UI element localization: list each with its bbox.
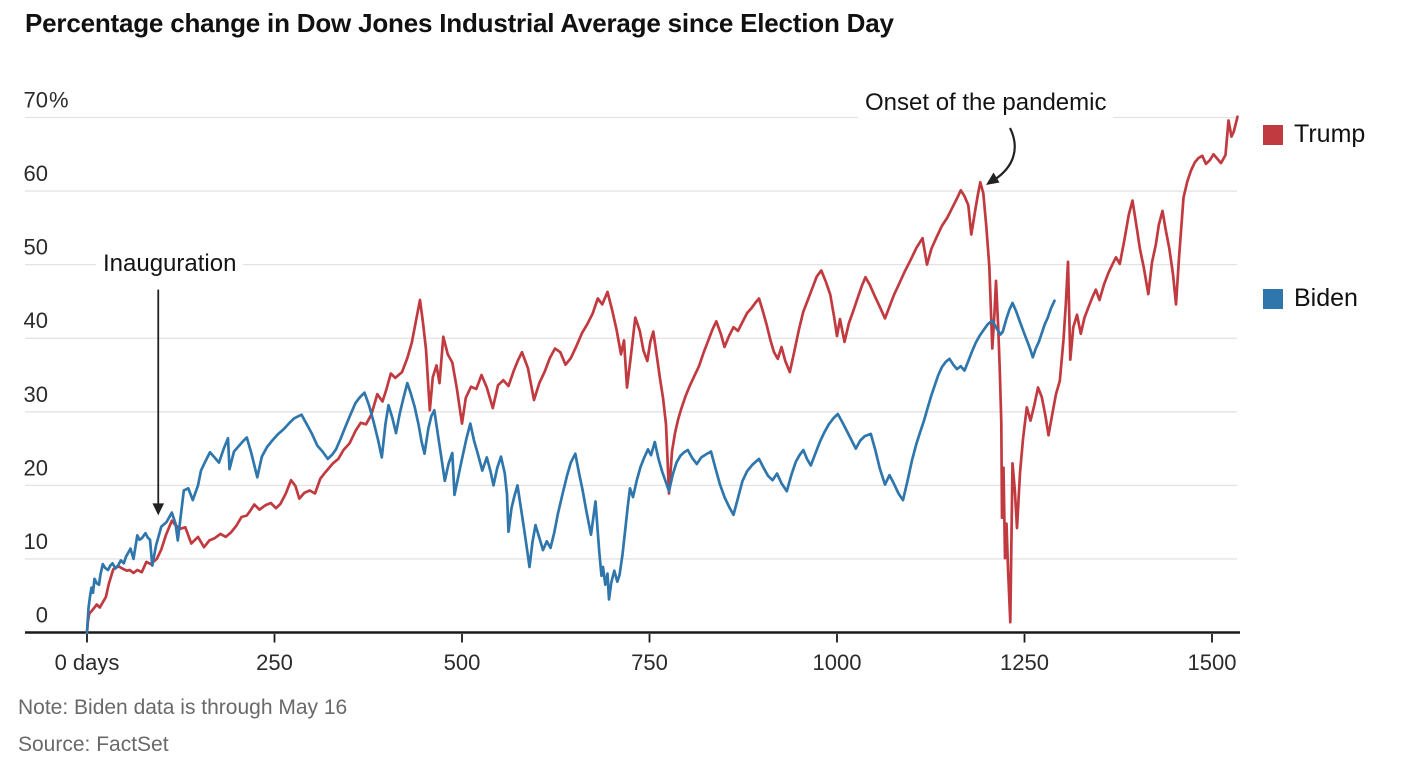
y-tick-label: 60 xyxy=(24,161,48,186)
trump-legend-swatch-icon xyxy=(1263,124,1283,145)
x-tick-label: 1500 xyxy=(1188,650,1237,675)
legend-item-trump: Trump xyxy=(1263,120,1365,149)
biden-legend-label: Biden xyxy=(1294,284,1358,312)
y-tick-label: 70 xyxy=(24,88,48,113)
chart-source: Source: FactSet xyxy=(18,733,169,756)
series-line-trump xyxy=(85,115,1239,634)
chart-title: Percentage change in Dow Jones Industria… xyxy=(25,8,894,38)
y-tick-label: 20 xyxy=(24,455,48,480)
y-tick-label: 40 xyxy=(24,308,48,333)
pandemic-arrowhead-icon xyxy=(986,172,1000,185)
x-tick-label: 750 xyxy=(631,650,668,675)
biden-legend-swatch-icon xyxy=(1263,288,1283,309)
annotation-inauguration: Inauguration xyxy=(96,249,244,279)
y-tick-label: 0 xyxy=(36,603,48,628)
inauguration-arrowhead-icon xyxy=(152,503,165,516)
chart-note: Note: Biden data is through May 16 xyxy=(18,696,348,719)
x-tick-label: 1000 xyxy=(813,650,862,675)
trump-legend-label: Trump xyxy=(1294,120,1366,148)
y-tick-label-percent: % xyxy=(49,88,69,113)
x-tick-label: 0 days xyxy=(55,650,120,675)
series-line-biden xyxy=(85,299,1056,634)
y-tick-label: 50 xyxy=(24,235,48,260)
legend-item-biden: Biden xyxy=(1263,284,1358,313)
annotation-pandemic: Onset of the pandemic xyxy=(858,88,1114,118)
y-tick-label: 10 xyxy=(24,529,48,554)
y-tick-label: 30 xyxy=(24,382,48,407)
x-tick-label: 1250 xyxy=(1000,650,1049,675)
x-tick-label: 500 xyxy=(444,650,481,675)
x-tick-label: 250 xyxy=(256,650,293,675)
pandemic-arrow xyxy=(993,127,1016,181)
